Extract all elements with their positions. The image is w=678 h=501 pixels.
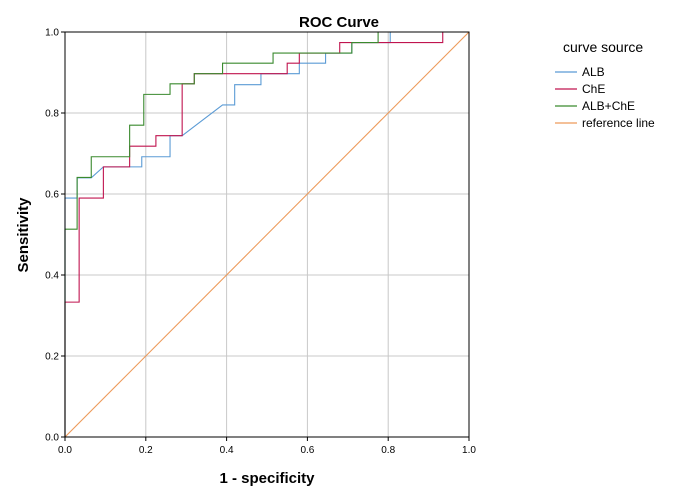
x-tick-label: 0.8 [381,445,395,456]
x-tick-label: 0.6 [300,445,314,456]
legend-label-alb-che: ALB+ChE [582,99,635,113]
series-line-reference-line [64,31,470,438]
legend-label-che: ChE [582,82,605,96]
y-axis-title: Sensitivity [15,197,32,273]
x-tick-label: 1.0 [462,445,476,456]
y-tick-label: 0.6 [45,190,59,201]
y-tick-label: 1.0 [45,28,59,39]
legend-title: curve source [563,39,643,55]
x-tick-label: 0.0 [58,445,72,456]
y-tick-label: 0.2 [45,352,59,363]
grid [65,32,469,437]
legend-label-reference-line: reference line [582,116,655,130]
x-tick-label: 0.4 [220,445,234,456]
chart-title: ROC Curve [299,14,379,31]
ticks: 0.0 0.2 0.4 0.6 0.8 1.0 0.0 0.2 0.4 0.6 0.8 1.0 [45,28,476,457]
x-tick-label: 0.2 [139,445,153,456]
plot-frame [64,31,470,438]
y-tick-label: 0.0 [45,433,59,444]
series-line-alb-che [64,31,469,437]
y-tick-label: 0.8 [45,109,59,120]
legend: curve source ALB ChE ALB+ChE reference line [555,39,655,130]
x-axis-title: 1 - specificity [219,470,315,487]
series-layer [64,31,470,438]
y-tick-label: 0.4 [45,271,59,282]
legend-label-alb: ALB [582,65,605,79]
